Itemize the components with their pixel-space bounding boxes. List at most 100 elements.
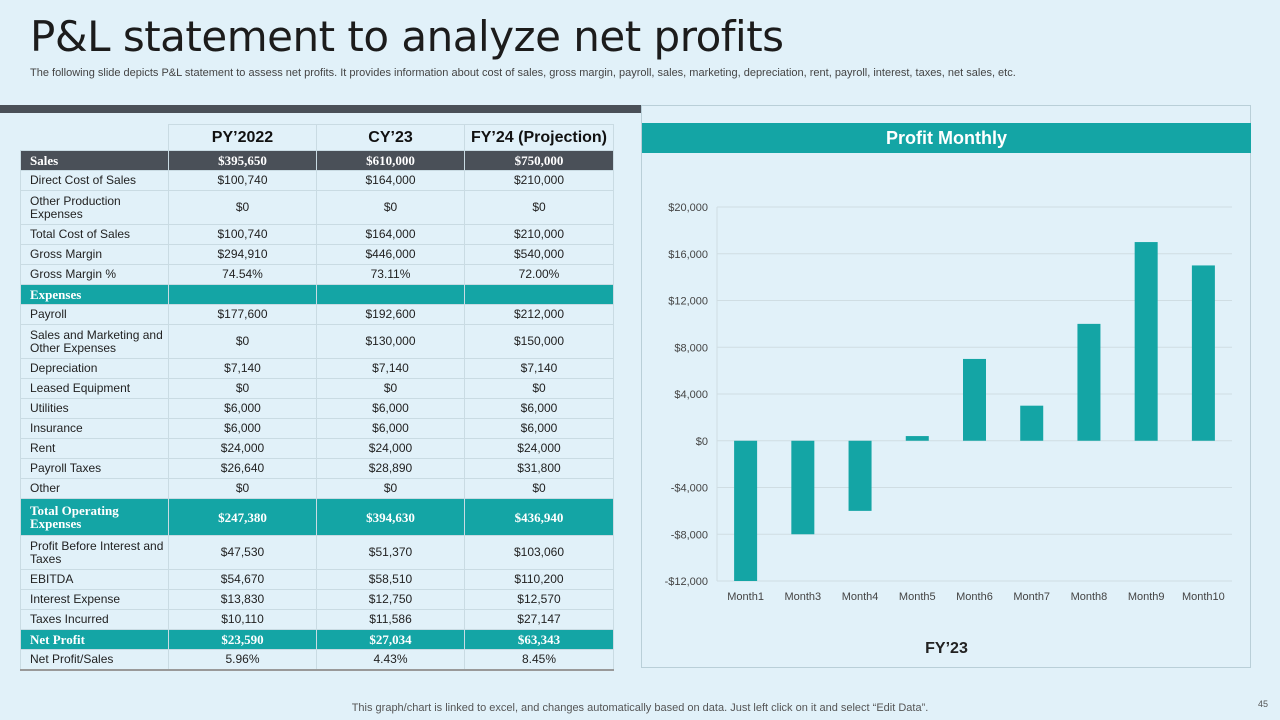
bar-month1[interactable] xyxy=(734,440,758,581)
row-value: $177,600 xyxy=(168,304,317,325)
row-value: $6,000 xyxy=(168,418,317,439)
bar-month3[interactable] xyxy=(791,440,815,535)
x-tick-label: Month6 xyxy=(956,591,993,603)
row-value xyxy=(316,284,465,305)
row-value: $24,000 xyxy=(168,438,317,459)
row-value: $24,000 xyxy=(316,438,465,459)
x-tick-label: Month9 xyxy=(1128,591,1165,603)
row-value: $395,650 xyxy=(168,150,317,171)
row-value: $7,140 xyxy=(316,358,465,379)
y-tick-label: $0 xyxy=(696,436,708,448)
row-value: $12,750 xyxy=(316,589,465,610)
table-header-row: PY’2022 CY’23 FY’24 (Projection) xyxy=(21,124,614,151)
table-row: Expenses xyxy=(20,284,614,305)
table-row: Gross Margin % 74.54% 73.11% 72.00% xyxy=(20,264,614,285)
header-fy24-projection: FY’24 (Projection) xyxy=(464,124,614,151)
row-value: $23,590 xyxy=(168,629,317,650)
row-value: $54,670 xyxy=(168,569,317,590)
row-label: Payroll Taxes xyxy=(20,458,169,479)
table-row: Interest Expense $13,830 $12,750 $12,570 xyxy=(20,589,614,610)
row-value: $100,740 xyxy=(168,224,317,245)
row-value: $210,000 xyxy=(464,224,614,245)
row-value: $11,586 xyxy=(316,609,465,630)
row-value: $610,000 xyxy=(316,150,465,171)
row-value: $130,000 xyxy=(316,324,465,359)
row-value: $6,000 xyxy=(316,398,465,419)
x-tick-label: Month8 xyxy=(1071,591,1108,603)
row-value: 73.11% xyxy=(316,264,465,285)
table-row: Direct Cost of Sales $100,740 $164,000 $210… xyxy=(20,170,614,191)
row-value: $51,370 xyxy=(316,535,465,570)
row-value: 4.43% xyxy=(316,649,465,671)
table-row: Profit Before Interest and Taxes $47,530 $… xyxy=(20,535,614,570)
row-label: Leased Equipment xyxy=(20,378,169,399)
row-value: $100,740 xyxy=(168,170,317,191)
row-label: Taxes Incurred xyxy=(20,609,169,630)
bar-month8[interactable] xyxy=(1077,323,1101,441)
row-value: $436,940 xyxy=(464,498,614,536)
table-row: EBITDA $54,670 $58,510 $110,200 xyxy=(20,569,614,590)
bar-month5[interactable] xyxy=(905,436,929,441)
row-value: $294,910 xyxy=(168,244,317,265)
row-value: $63,343 xyxy=(464,629,614,650)
bar-month4[interactable] xyxy=(848,440,872,511)
row-value: $7,140 xyxy=(168,358,317,379)
page-subtitle: The following slide depicts P&L statemen… xyxy=(30,67,1016,79)
table-row: Payroll $177,600 $192,600 $212,000 xyxy=(20,304,614,325)
table-row: Other Production Expenses $0 $0 $0 xyxy=(20,190,614,225)
row-label: Other xyxy=(20,478,169,499)
row-value: $247,380 xyxy=(168,498,317,536)
row-value: $58,510 xyxy=(316,569,465,590)
chart-title: Profit Monthly xyxy=(642,123,1251,153)
x-tick-label: Month1 xyxy=(727,591,764,603)
bottom-note: This graph/chart is linked to excel, and… xyxy=(351,702,929,714)
row-label: Rent xyxy=(20,438,169,459)
row-value: $394,630 xyxy=(316,498,465,536)
row-value: $750,000 xyxy=(464,150,614,171)
row-value: $0 xyxy=(464,378,614,399)
row-label: Payroll xyxy=(20,304,169,325)
row-value: 5.96% xyxy=(168,649,317,671)
x-tick-label: Month10 xyxy=(1182,591,1225,603)
row-value: $110,200 xyxy=(464,569,614,590)
row-label: Utilities xyxy=(20,398,169,419)
table-row: Leased Equipment $0 $0 $0 xyxy=(20,378,614,399)
row-value: $192,600 xyxy=(316,304,465,325)
x-tick-label: Month4 xyxy=(842,591,879,603)
profit-monthly-chart[interactable]: $20,000 $16,000 $12,000 $8,000 $4,000 $0 -$4,0… xyxy=(642,106,1251,667)
row-value xyxy=(464,284,614,305)
row-value: $27,034 xyxy=(316,629,465,650)
table-row: Other $0 $0 $0 xyxy=(20,478,614,499)
y-tick-label: $16,000 xyxy=(668,249,708,261)
row-label: Sales and Marketing and Other Expenses xyxy=(20,324,169,359)
header-cy23: CY’23 xyxy=(316,124,465,151)
row-label: Expenses xyxy=(20,284,169,305)
row-value: $12,570 xyxy=(464,589,614,610)
bar-month7[interactable] xyxy=(1020,405,1044,441)
y-tick-label: -$8,000 xyxy=(671,529,708,541)
bar-month9[interactable] xyxy=(1134,242,1158,441)
page-title: P&L statement to analyze net profits xyxy=(30,12,784,61)
bar-month10[interactable] xyxy=(1191,265,1215,441)
row-value: $164,000 xyxy=(316,170,465,191)
row-label: Net Profit xyxy=(20,629,169,650)
row-label: Gross Margin % xyxy=(20,264,169,285)
table-row: Total Cost of Sales $100,740 $164,000 $210,… xyxy=(20,224,614,245)
bar-month6[interactable] xyxy=(963,358,986,441)
row-value: $6,000 xyxy=(168,398,317,419)
x-tick-label: Month5 xyxy=(899,591,936,603)
row-label: Insurance xyxy=(20,418,169,439)
pl-statement-table: PY’2022 CY’23 FY’24 (Projection) Sales $3… xyxy=(20,124,614,671)
table-row: Rent $24,000 $24,000 $24,000 xyxy=(20,438,614,459)
table-row: Sales $395,650 $610,000 $750,000 xyxy=(20,150,614,171)
profit-chart-panel: $20,000 $16,000 $12,000 $8,000 $4,000 $0 -$4,0… xyxy=(641,105,1251,668)
row-label: Depreciation xyxy=(20,358,169,379)
row-value: $6,000 xyxy=(316,418,465,439)
chart-xlabel: FY’23 xyxy=(925,640,968,657)
row-value: $0 xyxy=(168,190,317,225)
row-value: 8.45% xyxy=(464,649,614,671)
y-tick-label: $8,000 xyxy=(674,342,708,354)
row-value: $6,000 xyxy=(464,418,614,439)
table-row: Insurance $6,000 $6,000 $6,000 xyxy=(20,418,614,439)
x-tick-label: Month3 xyxy=(784,591,821,603)
